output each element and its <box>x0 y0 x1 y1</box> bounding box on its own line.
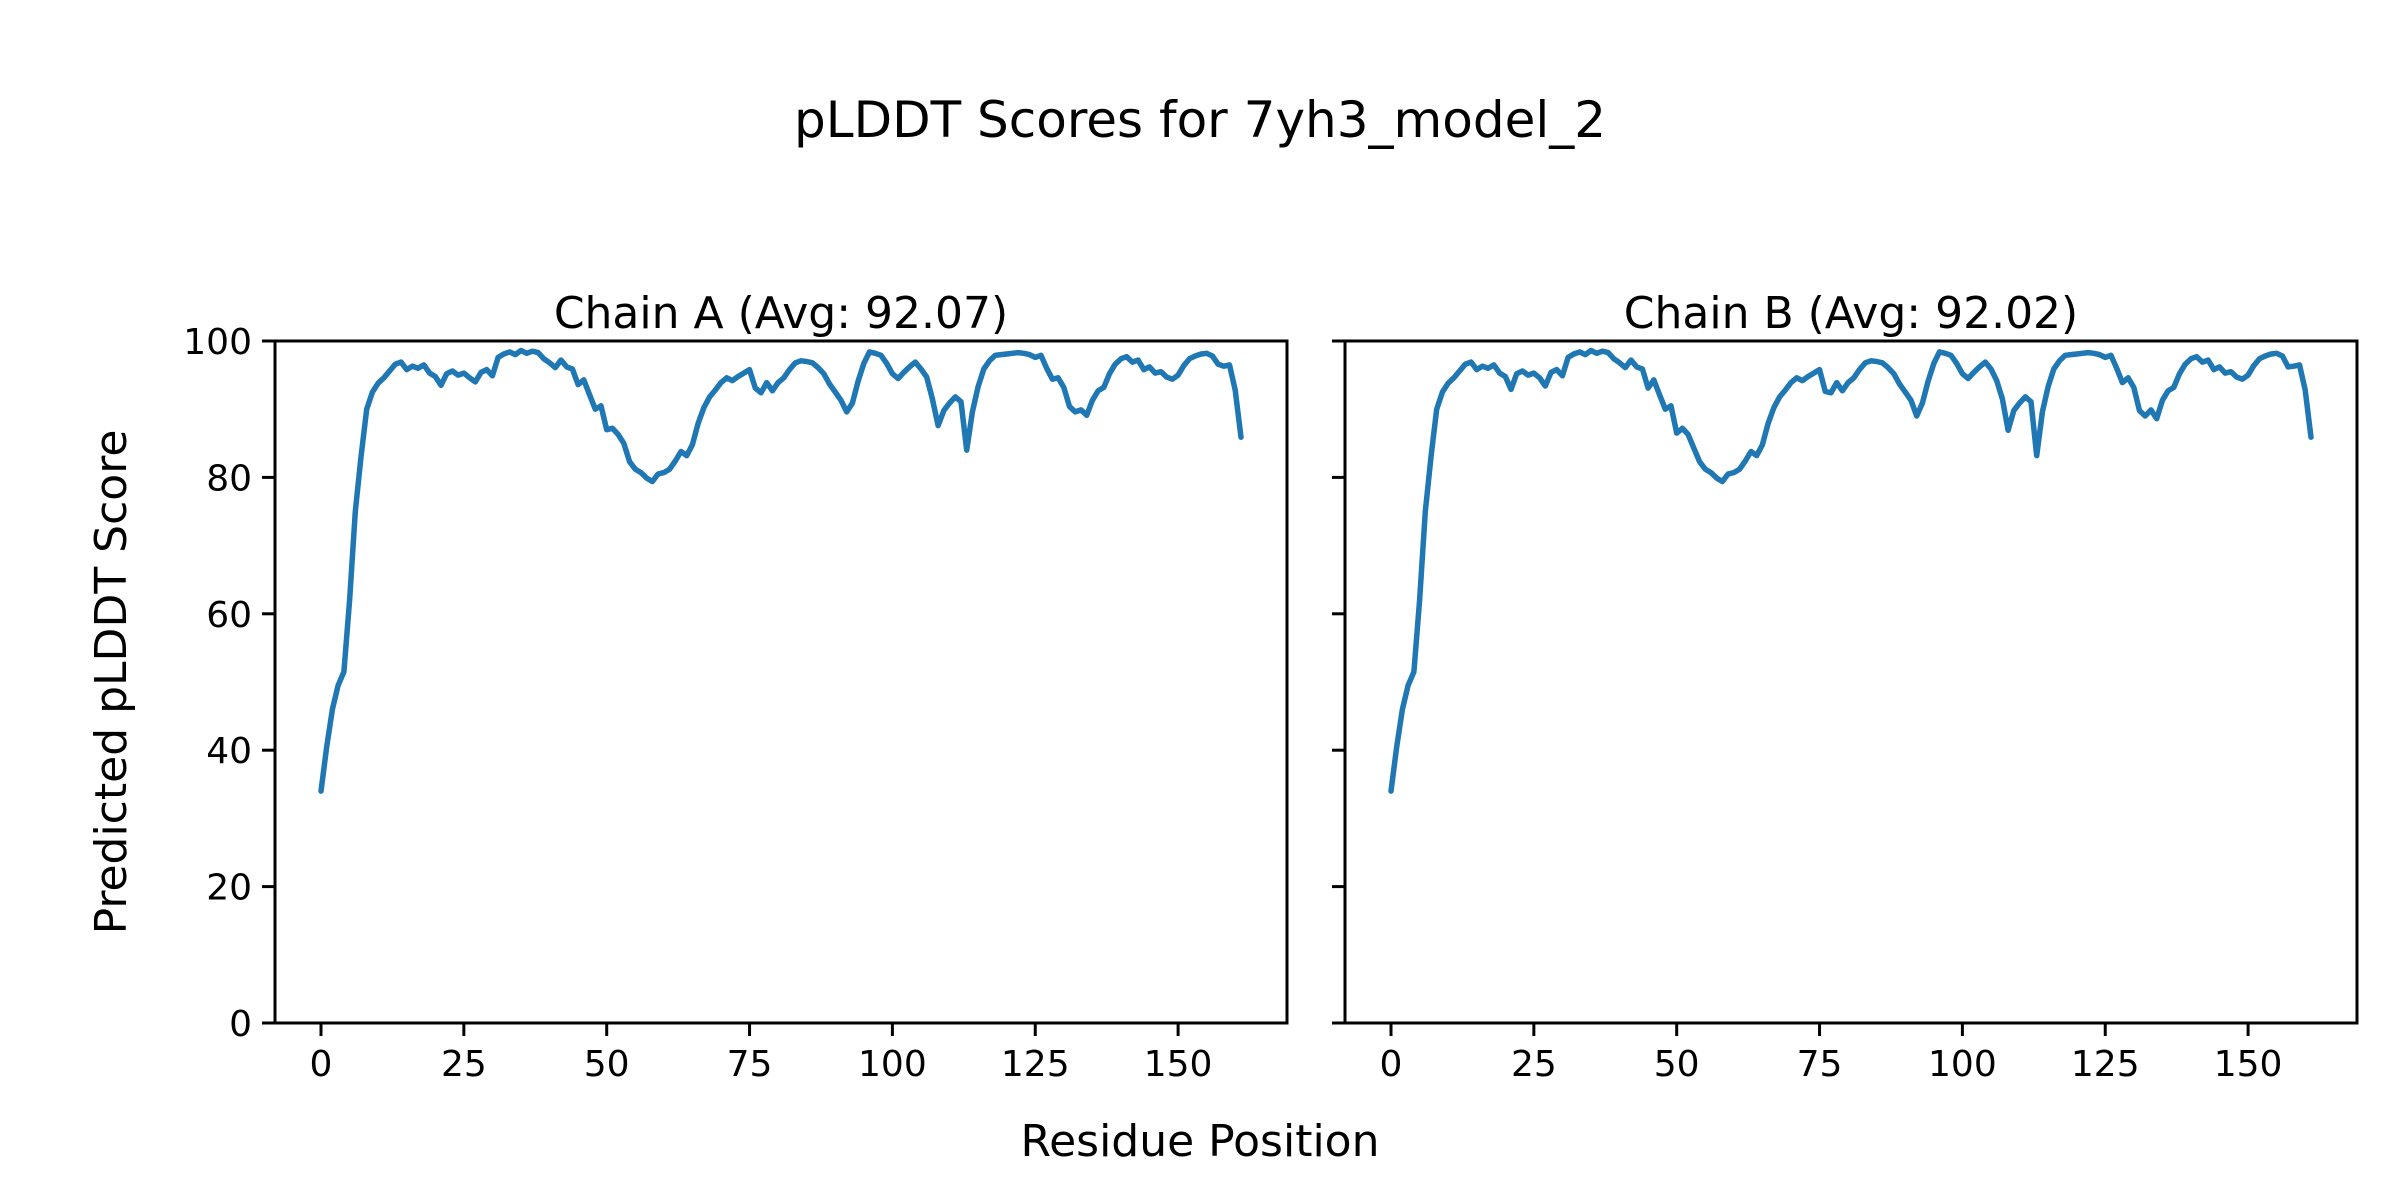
y-tick-label: 100 <box>183 322 252 363</box>
y-tick-label: 80 <box>206 458 252 499</box>
axes-spines <box>273 339 1289 1025</box>
x-tick-label: 75 <box>727 1044 773 1085</box>
x-tick-label: 50 <box>584 1044 630 1085</box>
x-tick-label: 100 <box>858 1044 927 1085</box>
chain-b-subplot-title: Chain B (Avg: 92.02) <box>1623 288 2079 339</box>
x-tick-label: 150 <box>1144 1044 1213 1085</box>
y-tick-label: 40 <box>206 731 252 772</box>
figure-title: pLDDT Scores for 7yh3_model_2 <box>793 91 1607 149</box>
y-tick-label: 60 <box>206 595 252 636</box>
x-tick-label: 0 <box>310 1044 333 1085</box>
x-tick-label: 125 <box>2071 1044 2140 1085</box>
x-tick-label: 150 <box>2214 1044 2283 1085</box>
x-tick-label: 25 <box>1511 1044 1557 1085</box>
axes-spines <box>1343 339 2359 1025</box>
plddt-line <box>318 347 1244 794</box>
x-tick-label: 75 <box>1797 1044 1843 1085</box>
chain-b-axes: 0 25 50 75 100 125 150 <box>1332 339 2359 1085</box>
x-tick-label: 125 <box>1001 1044 1070 1085</box>
plddt-line <box>1388 347 2314 794</box>
x-tick-label: 100 <box>1928 1044 1997 1085</box>
chain-a-axes: 0 20 40 60 80 100 0 25 50 75 100 125 150 <box>183 322 1289 1085</box>
x-tick-label: 25 <box>441 1044 487 1085</box>
chain-a-subplot-title: Chain A (Avg: 92.07) <box>553 288 1009 339</box>
y-tick-label: 20 <box>206 868 252 909</box>
x-axis-label: Residue Position <box>1020 1116 1380 1167</box>
y-tick-label: 0 <box>229 1004 252 1045</box>
x-tick-label: 50 <box>1654 1044 1700 1085</box>
x-tick-label: 0 <box>1380 1044 1403 1085</box>
